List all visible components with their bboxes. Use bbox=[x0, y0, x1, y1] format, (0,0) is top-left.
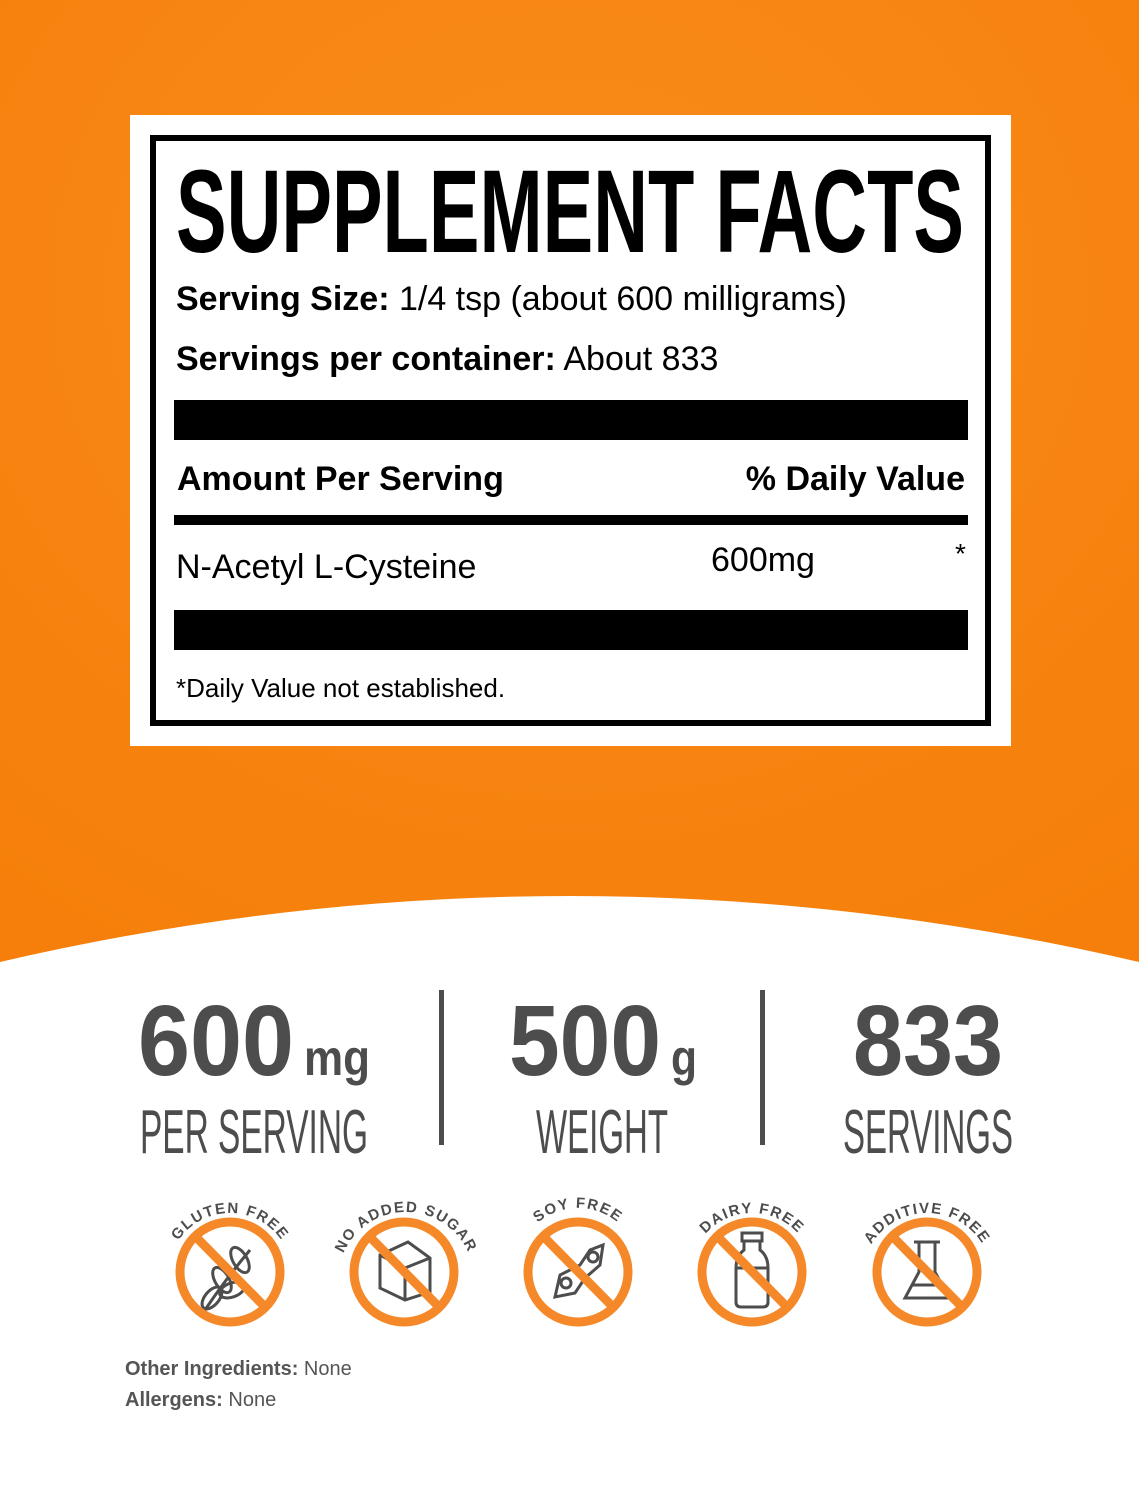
thick-divider bbox=[174, 610, 968, 650]
soybean-icon bbox=[553, 1242, 605, 1299]
stat-label: WEIGHT bbox=[536, 1098, 668, 1167]
stat-unit: g bbox=[671, 1030, 697, 1086]
stat-weight: 500 g WEIGHT bbox=[509, 985, 697, 1167]
stat-servings: 833 SERVINGS bbox=[843, 985, 1013, 1167]
svg-text:SUPPLEMENT FACTS: SUPPLEMENT FACTS bbox=[176, 160, 964, 260]
servings-per-container: Servings per container: About 833 bbox=[176, 340, 718, 379]
supplement-facts-border bbox=[150, 135, 991, 726]
servings-label: Servings per container: bbox=[176, 340, 556, 378]
other-ingredients: Other Ingredients: None bbox=[125, 1358, 352, 1381]
badge-additive-free: ADDITIVE FREE bbox=[861, 1200, 992, 1327]
stat-value: 833 bbox=[853, 985, 1003, 1097]
stat-divider bbox=[439, 990, 444, 1145]
badge-gluten-free: GLUTEN FREE bbox=[168, 1200, 291, 1327]
serving-size: Serving Size: 1/4 tsp (about 600 milligr… bbox=[176, 280, 847, 319]
other-ingredients-value: None bbox=[303, 1358, 352, 1380]
amount-per-serving-header: Amount Per Serving bbox=[177, 460, 504, 498]
daily-value-header: % Daily Value bbox=[745, 460, 965, 498]
svg-text:NO ADDED SUGAR: NO ADDED SUGAR bbox=[332, 1199, 481, 1256]
serving-size-value: 1/4 tsp (about 600 milligrams) bbox=[398, 280, 847, 318]
stat-per-serving: 600 mg PER SERVING bbox=[138, 985, 370, 1167]
stat-unit: mg bbox=[304, 1030, 370, 1086]
other-ingredients-label: Other Ingredients: bbox=[125, 1358, 299, 1380]
divider bbox=[174, 515, 968, 525]
stat-divider bbox=[760, 990, 765, 1145]
ingredient-amount: 600mg bbox=[711, 541, 815, 579]
footnote: *Daily Value not established. bbox=[176, 673, 506, 703]
stat-label: PER SERVING bbox=[140, 1098, 368, 1167]
stat-value: 500 bbox=[509, 985, 661, 1097]
stat-value: 600 bbox=[138, 985, 294, 1097]
allergens-value: None bbox=[228, 1389, 277, 1411]
ingredient-name: N-Acetyl L-Cysteine bbox=[176, 548, 477, 586]
stats-row: 600 mg PER SERVING 500 g WEIGHT 833 SERV… bbox=[138, 985, 1013, 1167]
badge-no-added-sugar: NO ADDED SUGAR bbox=[332, 1199, 481, 1327]
supplement-facts-title: SUPPLEMENT FACTS bbox=[176, 160, 964, 260]
badges-row: GLUTEN FREE NO ADDED SUGAR SOY FREE DAIR… bbox=[168, 1195, 992, 1327]
servings-value: About 833 bbox=[563, 340, 719, 378]
thick-divider bbox=[174, 400, 968, 440]
badge-soy-free: SOY FREE bbox=[523, 1195, 633, 1327]
wheat-icon bbox=[200, 1245, 252, 1311]
allergens-label: Allergens: bbox=[125, 1389, 223, 1411]
serving-size-label: Serving Size: bbox=[176, 280, 390, 318]
allergens: Allergens: None bbox=[125, 1389, 276, 1412]
badge-dairy-free: DAIRY FREE bbox=[696, 1200, 807, 1327]
stat-label: SERVINGS bbox=[843, 1098, 1013, 1167]
ingredient-daily-value: * bbox=[955, 538, 966, 569]
